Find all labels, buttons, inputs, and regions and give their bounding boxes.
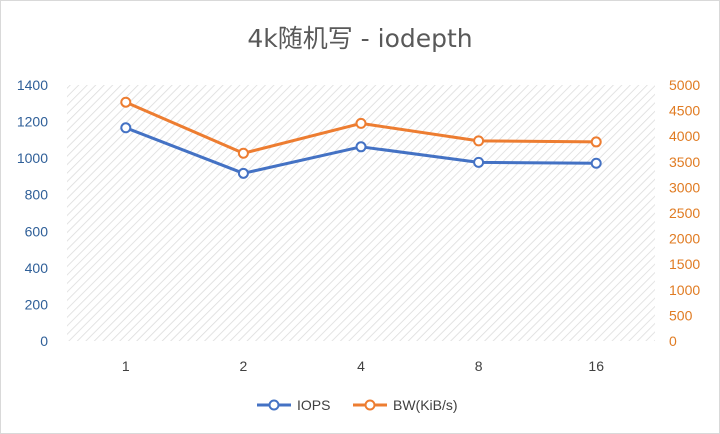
right-axis-tick-label: 3500 xyxy=(669,154,700,170)
x-axis-tick-label: 2 xyxy=(240,358,248,374)
left-axis-tick-label: 1000 xyxy=(17,150,48,166)
legend-marker-1 xyxy=(364,399,376,411)
legend-marker-0 xyxy=(268,399,280,411)
right-axis-tick-label: 1000 xyxy=(669,282,700,298)
left-axis-tick-label: 800 xyxy=(25,187,49,203)
x-axis-tick-label: 8 xyxy=(475,358,483,374)
right-axis-tick-label: 4000 xyxy=(669,128,700,144)
series-layer xyxy=(120,96,602,179)
legend: IOPS BW(KiB/s) xyxy=(257,397,458,413)
series-1-point xyxy=(120,96,132,108)
left-axis-tick-label: 0 xyxy=(40,333,48,349)
series-1-point xyxy=(473,135,485,147)
right-axis-tick-label: 5000 xyxy=(669,77,700,93)
right-axis-tick-label: 4500 xyxy=(669,103,700,119)
left-axis-tick-label: 1400 xyxy=(17,77,48,93)
series-0-point xyxy=(120,122,132,134)
series-0-point xyxy=(590,157,602,169)
series-0-point xyxy=(473,156,485,168)
x-axis-tick-label: 16 xyxy=(588,358,604,374)
x-axis-ticks: 1 2 4 8 16 xyxy=(122,358,604,374)
right-axis-ticks: 0 500 1000 1500 2000 2500 3000 3500 4000 4500 5000 xyxy=(669,77,700,349)
left-axis-tick-label: 1200 xyxy=(17,114,48,130)
legend-label: IOPS xyxy=(297,397,330,413)
x-axis-tick-label: 1 xyxy=(122,358,130,374)
series-0-point xyxy=(355,141,367,153)
right-axis-tick-label: 2500 xyxy=(669,205,700,221)
series-0-point xyxy=(237,167,249,179)
left-axis-tick-label: 600 xyxy=(25,223,49,239)
left-axis-tick-label: 400 xyxy=(25,260,49,276)
legend-label: BW(KiB/s) xyxy=(393,397,458,413)
right-axis-tick-label: 500 xyxy=(669,307,693,323)
left-axis-ticks: 0 200 400 600 800 1000 1200 1400 xyxy=(17,77,48,349)
chart-title: 4k随机写 - iodepth xyxy=(247,24,472,53)
series-1-point xyxy=(590,136,602,148)
series-1-point xyxy=(237,147,249,159)
right-axis-tick-label: 2000 xyxy=(669,231,700,247)
right-axis-tick-label: 3000 xyxy=(669,179,700,195)
series-1-point xyxy=(355,117,367,129)
x-axis-tick-label: 4 xyxy=(357,358,365,374)
right-axis-tick-label: 0 xyxy=(669,333,677,349)
right-axis-tick-label: 1500 xyxy=(669,256,700,272)
left-axis-tick-label: 200 xyxy=(25,296,49,312)
